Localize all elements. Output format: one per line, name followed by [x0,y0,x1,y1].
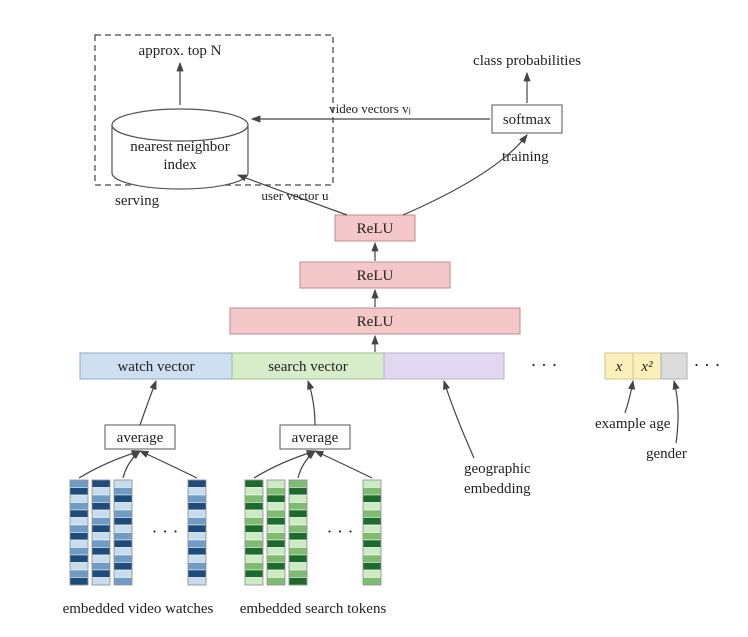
geo-embedding-box [384,353,504,379]
average-label-1: average [117,430,164,446]
dots-3: · · · [152,522,179,542]
arrow [625,381,633,413]
geo-label-2: embedding [464,481,531,497]
serving-label: serving [115,193,160,209]
relu-3-label: ReLU [357,314,394,330]
approx-top-n-label: approx. top N [139,43,222,59]
search-embed-vec-0 [245,480,263,585]
arrow [444,381,474,458]
arrow [315,451,372,478]
gender-label: gender [646,446,687,462]
arrow [79,451,140,478]
arrow [298,451,315,478]
dots-1: · · · [531,355,558,375]
training-label: training [502,149,549,165]
arrow [123,451,140,478]
gender-box [661,353,687,379]
video-embed-vec-0 [70,480,88,585]
user-vector-label: user vector u [261,188,329,203]
arrow [140,451,197,478]
video-embed-vec-1 [92,480,110,585]
embedded-video-label: embedded video watches [63,601,214,617]
architecture-diagram: serving approx. top N nearest neighbor inde… [0,0,748,637]
embedded-search-label: embedded search tokens [240,601,387,617]
dots-4: · · · [327,522,354,542]
watch-vector-label: watch vector [117,359,194,375]
video-vectors-label: video vectors vⱼ [329,101,411,116]
arrow [403,135,527,215]
nn-index-label-2: index [163,157,197,173]
video-embed-vec-3 [188,480,206,585]
video-embed-vec-2 [114,480,132,585]
average-label-2: average [292,430,339,446]
class-probs-label: class probabilities [473,53,581,69]
search-embed-vec-3 [363,480,381,585]
arrow [308,381,315,425]
arrow [140,381,156,425]
relu-2-label: ReLU [357,268,394,284]
example-age-label: example age [595,416,671,432]
search-vector-label: search vector [268,359,348,375]
search-embed-vec-1 [267,480,285,585]
dots-2: · · · [694,355,721,375]
softmax-label: softmax [503,112,552,128]
arrow [254,451,315,478]
geo-label-1: geographic [464,461,531,477]
relu-1-label: ReLU [357,221,394,237]
search-embed-vec-2 [289,480,307,585]
cylinder-top [112,109,248,141]
age-x-label: x [615,359,623,375]
age-x2-label: x² [640,359,653,375]
arrow [674,381,678,443]
nn-index-label-1: nearest neighbor [130,139,230,155]
